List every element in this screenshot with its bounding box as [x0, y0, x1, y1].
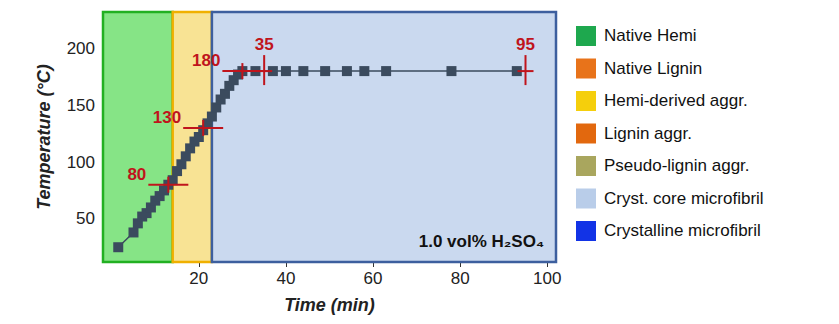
svg-text:80: 80	[127, 165, 146, 184]
svg-text:60: 60	[364, 269, 383, 288]
svg-text:Hemi-derived aggr.: Hemi-derived aggr.	[604, 91, 748, 110]
svg-text:130: 130	[153, 108, 181, 127]
svg-text:150: 150	[67, 96, 95, 115]
svg-text:Time (min): Time (min)	[284, 295, 375, 315]
svg-text:Native Lignin: Native Lignin	[604, 59, 702, 78]
svg-text:Temperature (°C): Temperature (°C)	[34, 64, 54, 210]
svg-text:40: 40	[276, 269, 295, 288]
svg-text:50: 50	[76, 209, 95, 228]
svg-text:100: 100	[67, 153, 95, 172]
svg-text:Cryst. core microfibril: Cryst. core microfibril	[604, 189, 764, 208]
svg-text:1.0 vol% H₂SO₄: 1.0 vol% H₂SO₄	[419, 232, 544, 251]
svg-text:Crystalline microfibril: Crystalline microfibril	[604, 221, 761, 240]
svg-text:200: 200	[67, 39, 95, 58]
svg-text:80: 80	[451, 269, 470, 288]
svg-text:Lignin aggr.: Lignin aggr.	[604, 124, 692, 143]
svg-text:95: 95	[516, 35, 535, 54]
svg-text:Native Hemi: Native Hemi	[604, 26, 697, 45]
svg-text:35: 35	[255, 35, 274, 54]
svg-text:100: 100	[533, 269, 561, 288]
svg-text:Pseudo-lignin aggr.: Pseudo-lignin aggr.	[604, 156, 750, 175]
svg-text:20: 20	[189, 269, 208, 288]
svg-text:180: 180	[192, 51, 220, 70]
